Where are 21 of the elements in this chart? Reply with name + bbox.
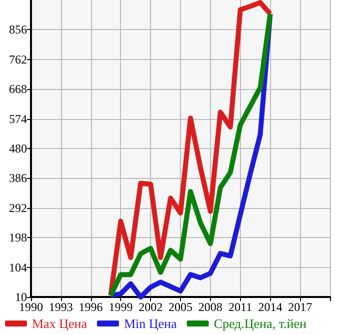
x-tick-label: 2005 xyxy=(168,300,192,314)
x-tick-label: 1999 xyxy=(108,300,133,314)
legend-label: Min Цена xyxy=(124,316,177,331)
y-tick-label: 668 xyxy=(9,82,27,96)
x-tick-label: 2017 xyxy=(288,300,312,314)
y-tick-label: 574 xyxy=(9,112,27,126)
x-tick-label: 2002 xyxy=(138,300,163,314)
legend-label: Сред.Цена, т.йен xyxy=(214,316,306,331)
y-tick-label: 198 xyxy=(9,230,27,245)
y-tick-label: 762 xyxy=(9,52,27,66)
x-tick-label: 2008 xyxy=(198,300,222,314)
x-tick-label: 2011 xyxy=(228,300,252,314)
legend-label: Max Цена xyxy=(32,316,88,331)
x-tick-label: 2014 xyxy=(258,300,282,314)
y-tick-label: 104 xyxy=(9,260,27,274)
y-tick-label: 480 xyxy=(9,142,27,156)
y-tick-label: 292 xyxy=(9,200,27,215)
y-tick-label: 856 xyxy=(9,22,27,37)
x-tick-label: 1996 xyxy=(78,300,103,314)
y-tick-label: 386 xyxy=(9,171,27,186)
x-tick-label: 1993 xyxy=(48,300,73,314)
